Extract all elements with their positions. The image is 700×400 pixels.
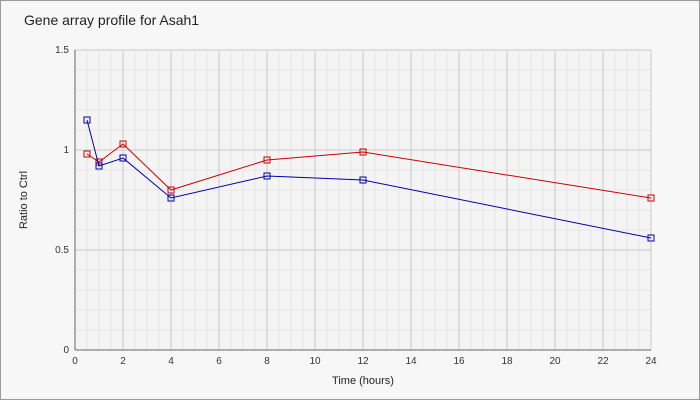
x-tick-label: 2 <box>120 356 126 367</box>
series-1-point <box>263 156 271 164</box>
series-1-point <box>647 194 655 202</box>
series-line-1 <box>86 143 652 199</box>
series-1-point <box>83 150 91 158</box>
x-axis-title: Time (hours) <box>332 375 394 387</box>
x-tick-label: 24 <box>645 356 657 367</box>
series-2-point <box>359 176 367 184</box>
y-axis-title: Ratio to Ctrl <box>18 171 30 229</box>
series-1-point <box>167 186 175 194</box>
chart-title: Gene array profile for Asah1 <box>24 12 200 28</box>
x-tick-label: 16 <box>453 356 465 367</box>
series-1-point <box>359 148 367 156</box>
x-tick-label: 6 <box>216 356 222 367</box>
x-tick-label: 0 <box>72 356 78 367</box>
y-tick-label: 1 <box>63 145 69 156</box>
series-2-point <box>83 116 91 124</box>
series-2-point <box>647 234 655 242</box>
x-tick-label: 20 <box>549 356 561 367</box>
series-2-point <box>167 194 175 202</box>
series-2-point <box>119 154 127 162</box>
series-2-point <box>263 172 271 180</box>
series-line-2 <box>86 119 652 239</box>
y-tick-label: 1.5 <box>55 45 69 56</box>
x-tick-label: 14 <box>405 356 417 367</box>
x-tick-label: 4 <box>168 356 174 367</box>
x-tick-label: 18 <box>501 356 513 367</box>
x-tick-label: 8 <box>264 356 270 367</box>
series-1-point <box>119 140 127 148</box>
y-tick-label: 0.5 <box>55 245 69 256</box>
y-tick-label: 0 <box>63 345 69 356</box>
x-tick-label: 10 <box>309 356 321 367</box>
x-tick-label: 12 <box>357 356 369 367</box>
series-2-point <box>95 162 103 170</box>
x-tick-label: 22 <box>597 356 609 367</box>
